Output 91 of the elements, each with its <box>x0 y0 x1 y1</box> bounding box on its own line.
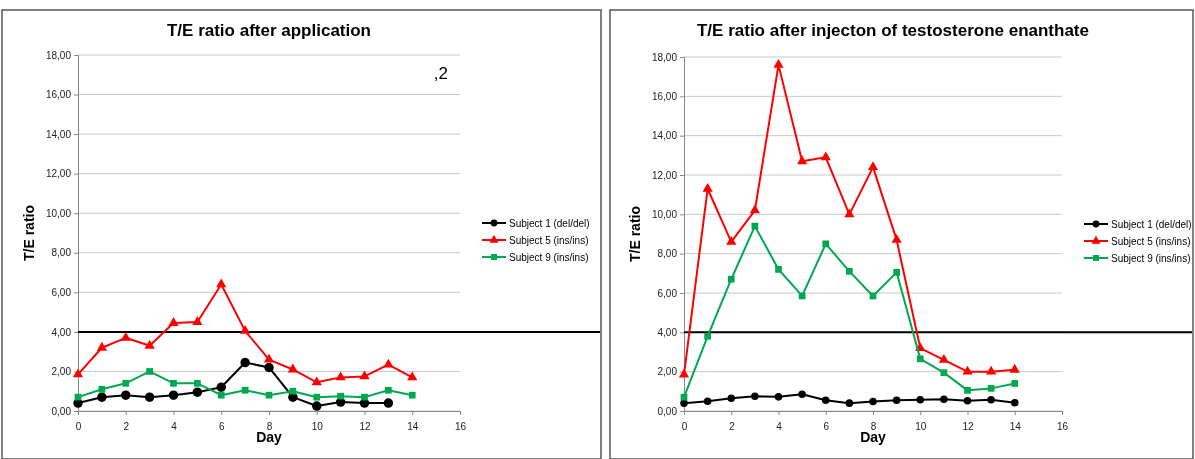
point <box>751 392 759 401</box>
y-axis-title: T/E ratio <box>627 205 643 263</box>
y-tick-label: 18,00 <box>45 49 72 61</box>
chart-title: T/E ratio after injecton of testosterone enanthate <box>696 21 1090 40</box>
x-tick-label: 12 <box>962 421 974 432</box>
point <box>775 266 782 273</box>
annotation: ,2 <box>433 64 448 83</box>
point <box>680 393 688 401</box>
x-tick-label: 10 <box>915 421 927 432</box>
x-tick-label: 6 <box>218 421 225 432</box>
point <box>940 369 948 376</box>
point <box>820 151 831 161</box>
legend-label: Subject 9 (ins/ins) <box>509 252 589 263</box>
y-tick-label: 10,00 <box>651 209 678 221</box>
x-tick-label: 14 <box>407 421 419 432</box>
x-tick-label: 8 <box>266 421 273 432</box>
x-tick-label: 16 <box>454 421 467 432</box>
point <box>727 275 735 283</box>
point <box>867 161 879 171</box>
point <box>938 353 949 363</box>
x-tick-label: 16 <box>1056 421 1069 432</box>
point <box>986 365 997 375</box>
x-tick-label: 10 <box>311 421 324 432</box>
x-tick-label: 0 <box>75 421 82 432</box>
point <box>749 204 760 214</box>
point <box>678 368 690 378</box>
legend-label: Subject 5 (ins/ins) <box>509 235 589 246</box>
point <box>916 355 924 363</box>
y-tick-label: 16,00 <box>45 89 72 101</box>
x-tick-label: 2 <box>123 421 130 432</box>
legend-label: Subject 1 (del/del) <box>1111 219 1192 230</box>
y-tick-label: 16,00 <box>651 91 678 103</box>
point <box>702 182 713 192</box>
point <box>963 397 972 405</box>
point <box>987 385 995 392</box>
x-tick-label: 4 <box>171 421 178 432</box>
point <box>798 390 806 399</box>
point <box>844 208 855 218</box>
x-tick-label: 4 <box>776 421 783 432</box>
y-tick-label: 2,00 <box>51 366 72 378</box>
y-tick-label: 6,00 <box>657 287 678 299</box>
legend-label: Subject 1 (del/del) <box>509 218 590 229</box>
point <box>962 365 973 375</box>
y-tick-label: 8,00 <box>657 248 678 260</box>
point <box>940 395 948 403</box>
point <box>703 397 712 405</box>
x-axis-title: Day <box>860 429 887 445</box>
y-tick-label: 4,00 <box>51 326 72 338</box>
point <box>845 399 854 407</box>
x-tick-label: 0 <box>681 421 688 432</box>
point <box>964 387 971 394</box>
point <box>726 235 737 245</box>
x-tick-label: 8 <box>870 421 877 432</box>
point <box>869 397 877 406</box>
y-tick-label: 14,00 <box>651 130 678 142</box>
legend-label: Subject 5 (ins/ins) <box>1111 236 1191 247</box>
y-tick-label: 12,00 <box>45 168 72 180</box>
y-tick-label: 0,00 <box>657 405 678 417</box>
y-axis-title: T/E ratio <box>21 204 37 262</box>
point <box>1010 398 1019 407</box>
legend-label: Subject 9 (ins/ins) <box>1111 253 1191 264</box>
point <box>797 155 808 165</box>
point <box>893 269 900 276</box>
y-tick-label: 8,00 <box>51 247 72 259</box>
x-tick-label: 2 <box>728 421 735 432</box>
point <box>1011 380 1019 387</box>
point <box>704 332 711 340</box>
point <box>891 234 902 243</box>
x-tick-label: 12 <box>359 421 371 432</box>
point <box>773 58 784 68</box>
x-tick-label: 14 <box>1009 421 1022 432</box>
chart-title: T/E ratio after application <box>166 21 372 40</box>
point <box>1009 363 1020 373</box>
y-tick-label: 4,00 <box>657 327 678 339</box>
y-tick-label: 0,00 <box>51 405 72 417</box>
point <box>987 396 995 404</box>
point <box>727 394 736 402</box>
x-axis-title: Day <box>256 429 283 445</box>
point <box>821 396 830 404</box>
point <box>916 396 925 404</box>
y-tick-label: 2,00 <box>657 366 678 378</box>
point <box>822 240 830 248</box>
y-tick-label: 18,00 <box>651 51 678 63</box>
y-tick-label: 14,00 <box>45 128 72 140</box>
y-tick-label: 6,00 <box>51 287 72 299</box>
point <box>846 268 853 275</box>
point <box>892 396 901 404</box>
y-tick-label: 12,00 <box>651 169 678 181</box>
x-tick-label: 6 <box>823 421 830 432</box>
y-tick-label: 10,00 <box>45 207 72 219</box>
point <box>774 393 783 401</box>
